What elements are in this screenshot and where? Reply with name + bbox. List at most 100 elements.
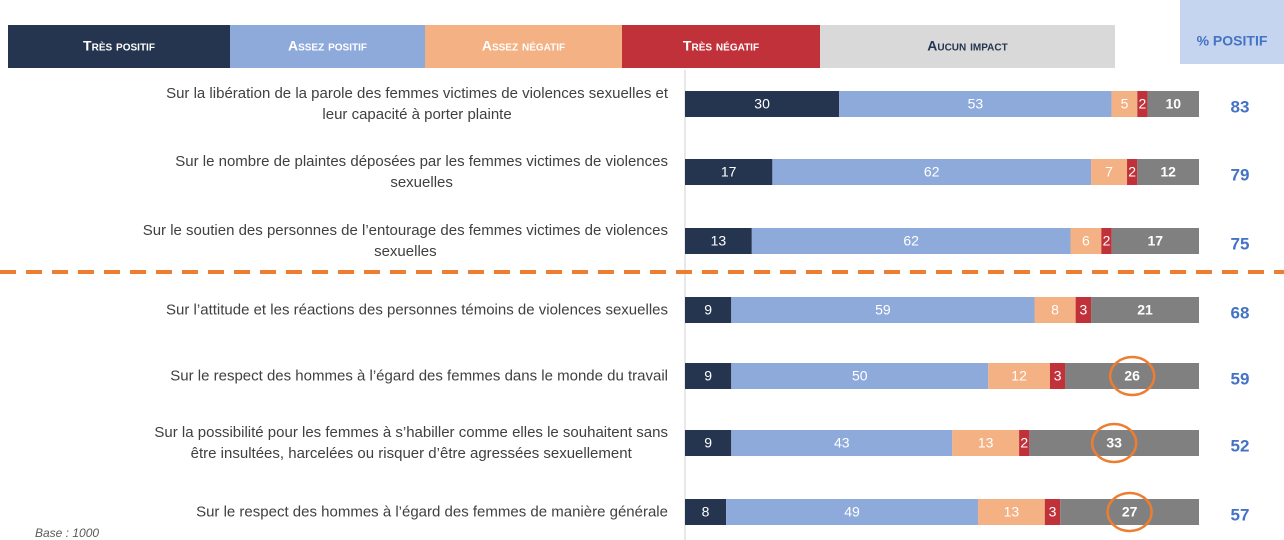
legend-label: Assez négatif <box>482 38 565 54</box>
legend-swatch <box>425 25 622 68</box>
value-label: 7 <box>1105 164 1113 180</box>
value-label: 26 <box>1124 368 1140 384</box>
highlight-circle <box>1106 491 1153 533</box>
bar-segment <box>685 499 727 525</box>
category-label: Sur la libération de la parole des femme… <box>166 83 668 125</box>
value-label: 10 <box>1166 96 1182 112</box>
legend-label: Aucun impact <box>927 38 1007 54</box>
legend-swatch <box>8 25 230 68</box>
category-line: sexuelles <box>390 174 453 191</box>
note: Base : 1000 <box>35 526 100 540</box>
value-label: 5 <box>1121 96 1129 112</box>
value-label: 3 <box>1054 368 1062 384</box>
bar-segment <box>1075 297 1092 323</box>
value-label: 62 <box>924 164 940 180</box>
value-label: 2 <box>1139 96 1147 112</box>
value-label: 33 <box>1106 435 1122 451</box>
value-label: 30 <box>754 96 770 112</box>
bar-segment <box>1019 430 1030 456</box>
bar-segment <box>685 228 752 254</box>
highlight-circle <box>1108 355 1156 397</box>
category-line: être insultées, harcelées ou risquer d’ê… <box>190 445 632 462</box>
total-header-box <box>1180 0 1284 64</box>
total-label: 75 <box>1231 234 1250 253</box>
category-line: Sur l’attitude et les réactions des pers… <box>166 301 668 319</box>
bar-segment <box>1137 159 1199 185</box>
bar-segment <box>1034 297 1076 323</box>
legend-swatch <box>820 25 1115 68</box>
bar-segment <box>726 499 978 525</box>
bar-segment <box>685 363 732 389</box>
bar-segment <box>772 159 1092 185</box>
category-label: Sur la possibilité pour les femmes à s’h… <box>154 422 668 464</box>
total-label: 59 <box>1231 369 1250 388</box>
legend-swatch <box>622 25 820 68</box>
category-line: Sur la libération de la parole des femme… <box>166 85 668 102</box>
legend-swatch <box>230 25 425 68</box>
total-label: 68 <box>1231 303 1250 322</box>
value-label: 9 <box>704 435 712 451</box>
bar-segment <box>1137 91 1148 117</box>
bar-segment <box>977 499 1045 525</box>
category-line: sexuelles <box>374 243 437 260</box>
bar-segment <box>1029 430 1199 456</box>
bar-segment <box>731 430 953 456</box>
total-label: 79 <box>1231 165 1250 184</box>
total-label: 57 <box>1231 505 1250 524</box>
value-label: 43 <box>834 435 850 451</box>
bar-segment <box>685 297 732 323</box>
value-label: 21 <box>1137 302 1153 318</box>
bar-segment <box>1111 228 1199 254</box>
value-label: 62 <box>903 233 919 249</box>
value-label: 12 <box>1160 164 1176 180</box>
bar-segment <box>1091 159 1128 185</box>
value-label: 13 <box>1004 504 1020 520</box>
category-label: Sur le respect des hommes à l’égard des … <box>196 502 668 523</box>
category-line: Sur le nombre de plaintes déposées par l… <box>175 153 668 170</box>
bar-segment <box>1111 91 1138 117</box>
value-label: 6 <box>1082 233 1090 249</box>
bar-segment <box>751 228 1071 254</box>
value-label: 17 <box>1148 233 1164 249</box>
category-line: Sur la possibilité pour les femmes à s’h… <box>154 424 668 441</box>
value-label: 12 <box>1011 368 1027 384</box>
value-label: 2 <box>1103 233 1111 249</box>
value-label: 17 <box>721 164 737 180</box>
value-label: 9 <box>704 368 712 384</box>
bar-segment <box>1147 91 1199 117</box>
value-label: 53 <box>968 96 984 112</box>
value-label: 49 <box>844 504 860 520</box>
value-label: 8 <box>702 504 710 520</box>
bar-segment <box>731 363 989 389</box>
bar-segment <box>1065 363 1199 389</box>
value-label: 2 <box>1128 164 1136 180</box>
bar-segment <box>731 297 1035 323</box>
bar-segment <box>839 91 1112 117</box>
category-label: Sur le nombre de plaintes déposées par l… <box>175 151 668 193</box>
bar-segment <box>685 430 732 456</box>
category-label: Sur le respect des hommes à l’égard des … <box>170 366 668 387</box>
category-label: Sur le soutien des personnes de l’entour… <box>143 220 668 262</box>
value-label: 8 <box>1051 302 1059 318</box>
legend-label: Très positif <box>83 38 155 54</box>
bar-segment <box>1070 228 1102 254</box>
bar-segment <box>1044 499 1061 525</box>
legend-label: Très négatif <box>683 38 759 54</box>
bar-segment <box>1127 159 1138 185</box>
legend-label: Assez positif <box>288 38 367 54</box>
value-label: 2 <box>1020 435 1028 451</box>
bar-segment <box>685 159 773 185</box>
bar-segment <box>1091 297 1199 323</box>
bar-segment <box>952 430 1020 456</box>
category-line: Sur le soutien des personnes de l’entour… <box>142 222 668 239</box>
value-label: 13 <box>978 435 994 451</box>
total-label: 52 <box>1231 436 1250 455</box>
total-header: % positif <box>1197 33 1268 49</box>
value-label: 27 <box>1122 504 1138 520</box>
bar-segment <box>1101 228 1112 254</box>
category-line: leur capacité à porter plainte <box>322 106 512 123</box>
value-label: 13 <box>711 233 727 249</box>
value-label: 3 <box>1049 504 1057 520</box>
